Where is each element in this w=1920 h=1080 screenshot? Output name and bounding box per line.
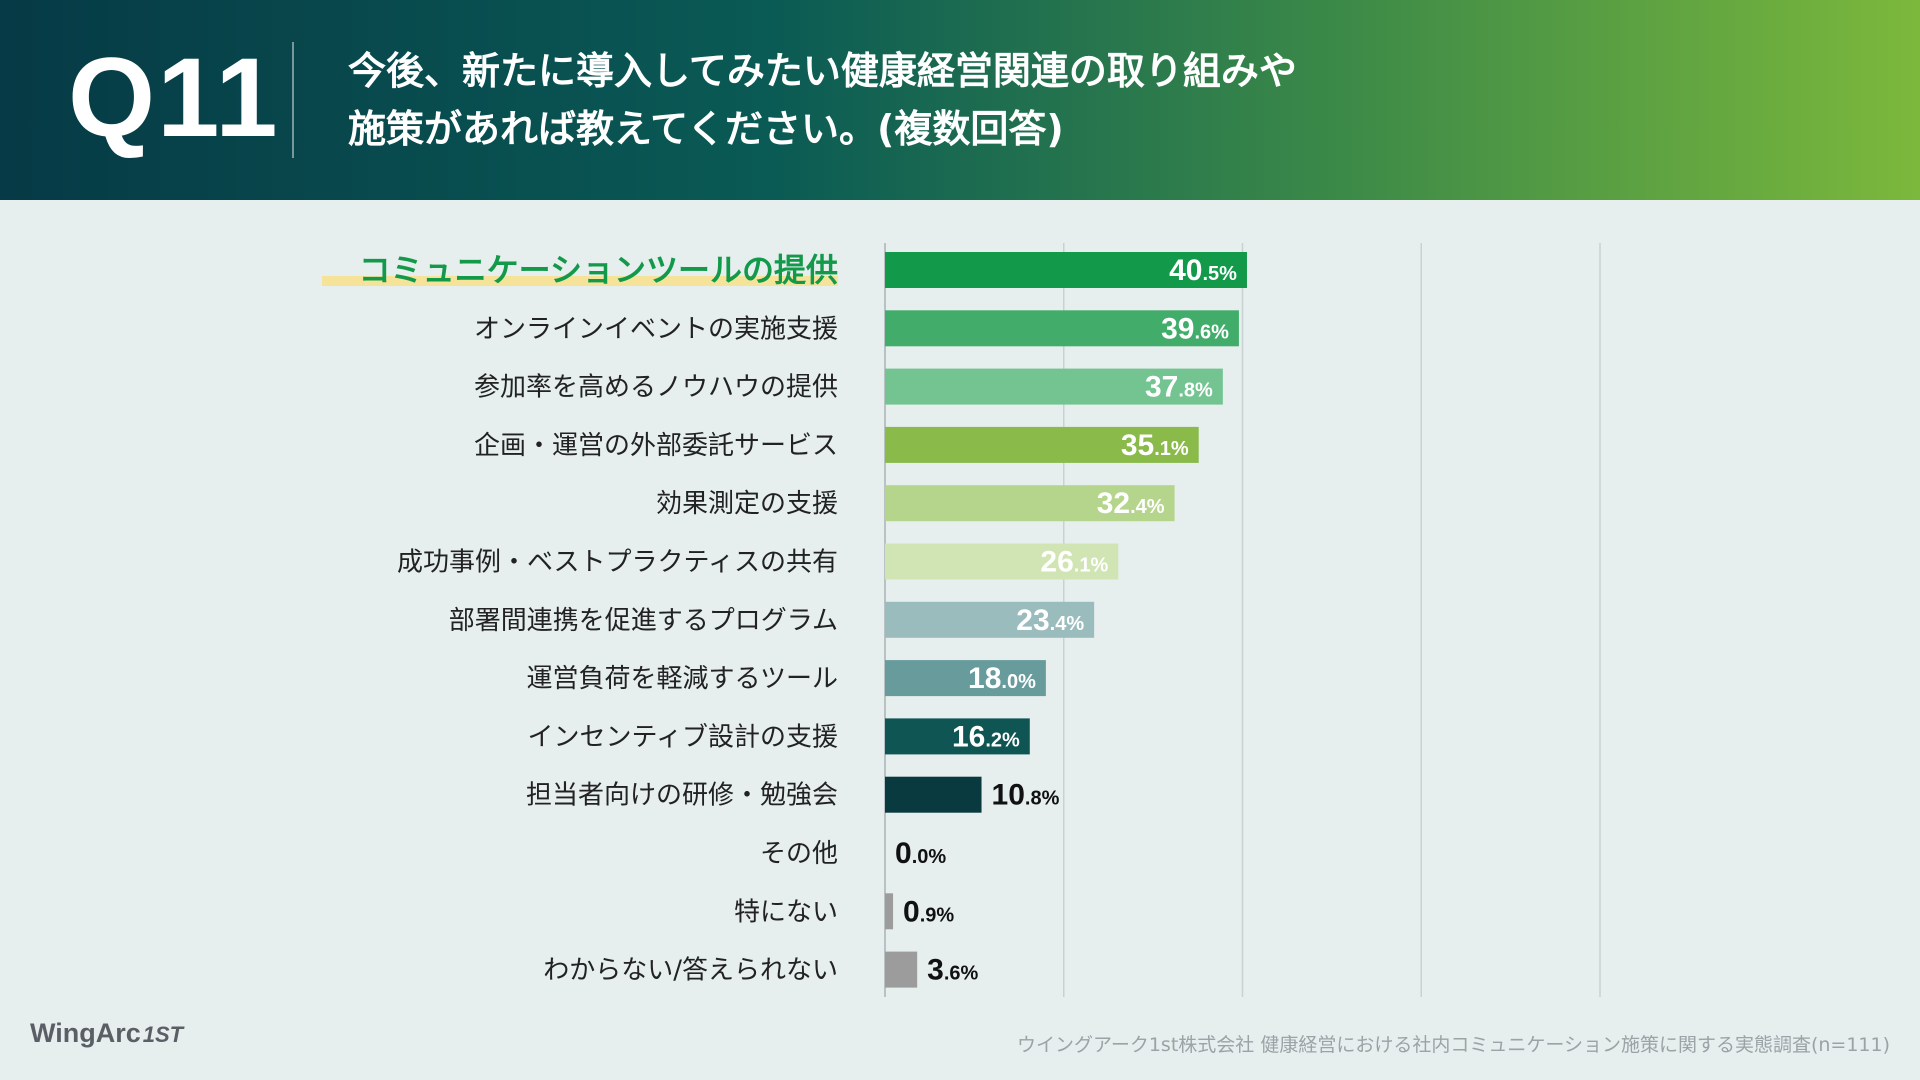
brand-suffix: 1ST	[142, 1022, 184, 1047]
bar	[885, 543, 1119, 580]
category-label: 企画・運営の外部委託サービス	[474, 431, 838, 461]
bar-chart: コミュニケーションツールの提供 40.5% オンラインイベントの実施支援 39.6% 参…	[322, 243, 1601, 997]
category-label: 部署間連携を促進するプログラム	[449, 606, 838, 636]
header-divider	[292, 42, 294, 158]
value-label: 0.9%	[903, 895, 954, 928]
value-label: 32.4%	[1097, 487, 1165, 520]
highlight-underline	[322, 276, 838, 286]
bar	[885, 426, 1199, 463]
category-label: オンラインイベントの実施支援	[474, 314, 838, 344]
header-banner: Q11 今後、新たに導入してみたい健康経営関連の取り組みや 施策があれば教えてく…	[0, 0, 1920, 200]
value-label: 3.6%	[927, 954, 978, 987]
value-label: 35.1%	[1121, 429, 1189, 462]
bar	[885, 951, 918, 988]
source-note: ウイングアーク1st株式会社 健康経営における社内コミュニケーション施策に関する…	[1016, 1034, 1890, 1056]
brand-name: WingArc	[30, 1018, 141, 1048]
bar	[885, 368, 1223, 405]
value-label: 16.2%	[952, 720, 1020, 753]
value-label: 23.4%	[1016, 604, 1084, 637]
question-text: 今後、新たに導入してみたい健康経営関連の取り組みや 施策があれば教えてください。…	[348, 42, 1748, 158]
value-label: 10.8%	[992, 779, 1060, 812]
value-label: 37.8%	[1145, 371, 1213, 404]
bar	[885, 485, 1175, 522]
bar	[885, 893, 894, 930]
value-label: 40.5%	[1169, 254, 1237, 287]
brand-logo: WingArc1ST	[30, 1018, 183, 1049]
category-label: 効果測定の支援	[656, 489, 838, 519]
category-label: 成功事例・ベストプラクティスの共有	[397, 548, 838, 578]
bar	[885, 776, 982, 813]
question-line-1: 今後、新たに導入してみたい健康経営関連の取り組みや	[348, 49, 1297, 93]
bar	[885, 252, 1247, 288]
category-label: 参加率を高めるノウハウの提供	[474, 373, 838, 403]
bar	[885, 718, 1030, 755]
category-label: わからない/答えられない	[543, 956, 838, 986]
value-label: 0.0%	[895, 837, 946, 870]
bar	[885, 310, 1239, 347]
value-label: 39.6%	[1161, 312, 1229, 345]
bar	[885, 601, 1095, 638]
bar	[885, 660, 1046, 697]
question-line-2: 施策があれば教えてください。(複数回答)	[348, 107, 1064, 151]
value-label: 18.0%	[968, 662, 1036, 695]
category-label: 担当者向けの研修・勉強会	[526, 781, 838, 811]
category-label: その他	[760, 839, 838, 869]
category-label: インセンティブ設計の支援	[528, 722, 838, 752]
value-label: 26.1%	[1040, 546, 1108, 579]
category-label: 運営負荷を軽減するツール	[527, 664, 838, 694]
question-number: Q11	[68, 35, 280, 160]
category-label: 特にない	[734, 897, 838, 927]
category-label: コミュニケーションツールの提供	[359, 251, 838, 289]
